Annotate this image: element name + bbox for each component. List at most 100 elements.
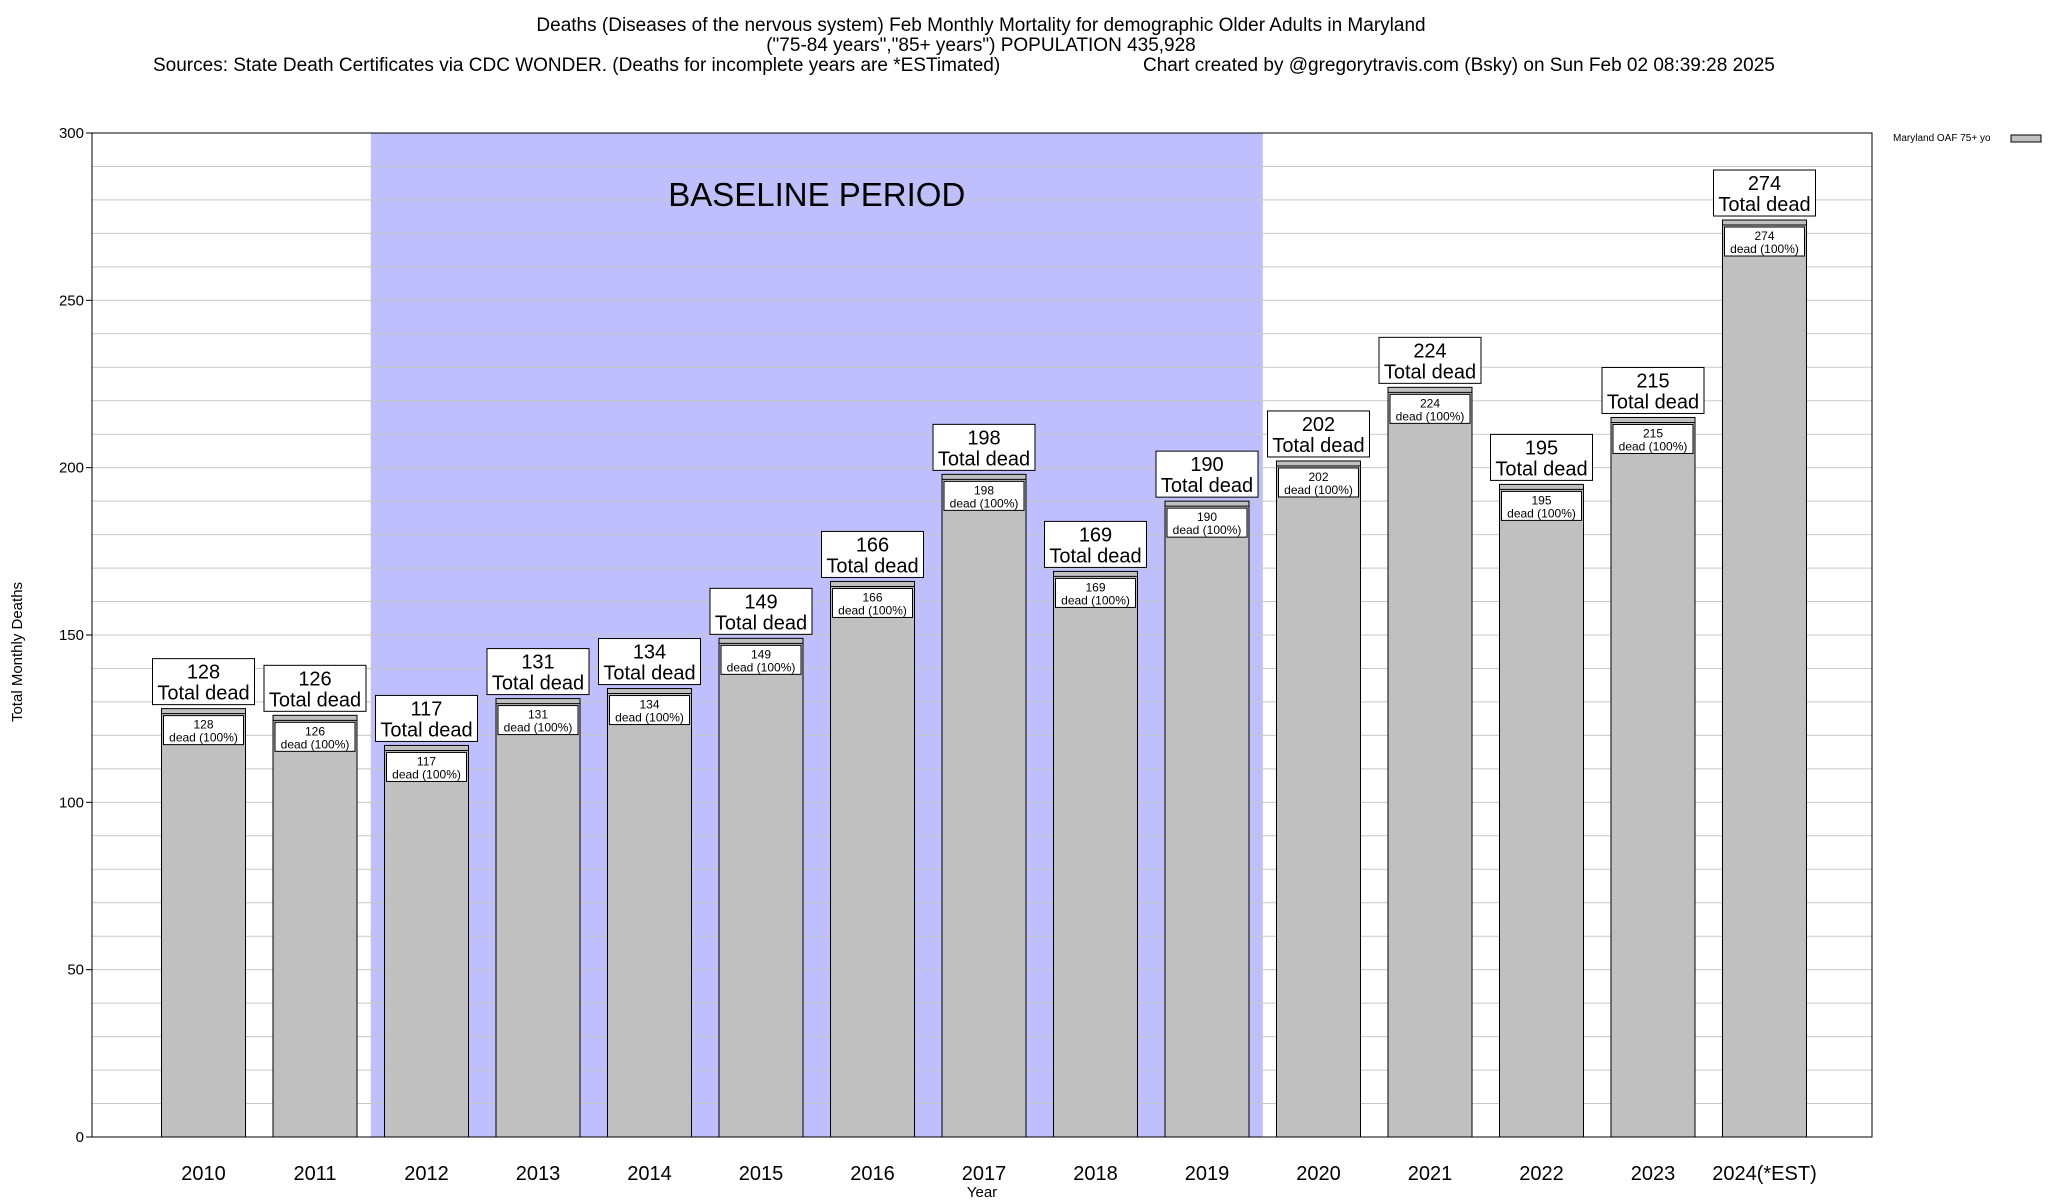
- x-tick-label: 2023: [1631, 1163, 1676, 1185]
- baseline-period-label: BASELINE PERIOD: [668, 176, 965, 213]
- bar: [830, 580, 915, 1138]
- total-label-box: [375, 694, 478, 742]
- inner-label-box: [720, 644, 802, 675]
- inner-label-box: [1389, 393, 1471, 424]
- inner-value-label: 131: [528, 708, 548, 722]
- bar-series: [161, 219, 1807, 1138]
- total-label-box: [709, 587, 813, 635]
- inner-label-box: [832, 587, 913, 618]
- legend: Maryland OAF 75+ yo: [1893, 133, 2042, 144]
- total-dead-label: Total dead: [380, 719, 472, 741]
- chart-subtitle: ("75-84 years","85+ years") POPULATION 4…: [766, 35, 1196, 56]
- legend-swatch: [2010, 134, 2042, 143]
- inner-label-box: [274, 721, 356, 752]
- y-tick-label: 300: [59, 125, 84, 142]
- inner-label-box: [497, 705, 579, 736]
- total-dead-label: Total dead: [938, 448, 1030, 470]
- inner-percent-label: dead (100%): [1284, 483, 1353, 497]
- total-dead-label: Total dead: [1384, 361, 1476, 383]
- axes: 0 50 100 150 200 250 300 2010 2011 2012 2013 2014 20…: [59, 125, 1817, 1185]
- bar: [1053, 570, 1138, 1138]
- inner-percent-label: dead (100%): [1619, 439, 1688, 453]
- x-tick-label: 2011: [293, 1163, 336, 1185]
- total-label-box: [821, 530, 924, 578]
- total-label-box: [486, 648, 590, 696]
- inner-value-label: 126: [305, 724, 325, 738]
- total-dead-label: Total dead: [1272, 435, 1364, 457]
- bar: [495, 698, 581, 1138]
- x-tick-label: 2012: [404, 1163, 449, 1185]
- total-value-label: 169: [1079, 524, 1112, 546]
- total-label-box: [152, 658, 255, 706]
- inner-value-label: 215: [1643, 426, 1663, 440]
- total-value-label: 190: [1190, 454, 1223, 476]
- y-tick-label: 200: [59, 460, 84, 477]
- bar: [161, 708, 246, 1138]
- inner-percent-label: dead (100%): [504, 721, 573, 735]
- chart-credit: Chart created by @gregorytravis.com (Bsk…: [1143, 55, 1775, 76]
- x-tick-label: 2022: [1519, 1163, 1564, 1185]
- inner-value-label: 169: [1085, 580, 1105, 594]
- inner-value-label: 195: [1531, 493, 1551, 507]
- inner-label-box: [609, 695, 690, 726]
- bar: [272, 714, 358, 1138]
- total-value-label: 131: [521, 652, 554, 674]
- y-tick-label: 0: [76, 1129, 84, 1146]
- total-dead-label: Total dead: [1495, 458, 1587, 480]
- total-value-label: 198: [967, 427, 1000, 449]
- x-tick-label: 2021: [1408, 1163, 1453, 1185]
- inner-value-label: 166: [862, 590, 882, 604]
- bar: [1722, 219, 1807, 1138]
- x-tick-label: 2017: [962, 1163, 1007, 1185]
- inner-label-box: [1724, 226, 1805, 257]
- total-label-box: [598, 638, 701, 686]
- inner-percent-label: dead (100%): [1061, 593, 1130, 607]
- x-tick-label: 2015: [739, 1163, 784, 1185]
- total-value-label: 166: [856, 534, 889, 556]
- total-dead-label: Total dead: [269, 689, 361, 711]
- bar: [718, 637, 804, 1138]
- inner-percent-label: dead (100%): [392, 767, 461, 781]
- total-value-label: 117: [411, 698, 443, 720]
- inner-percent-label: dead (100%): [950, 496, 1019, 510]
- y-tick-label: 150: [59, 627, 84, 644]
- total-dead-label: Total dead: [603, 663, 695, 685]
- bar: [1610, 416, 1696, 1138]
- x-tick-label: 2014: [627, 1163, 672, 1185]
- y-tick-label: 100: [59, 794, 84, 811]
- bar: [1387, 386, 1473, 1138]
- y-axis-title: Total Monthly Deaths: [9, 582, 26, 722]
- x-tick-label: 2020: [1296, 1163, 1341, 1185]
- x-tick-label: 2019: [1185, 1163, 1230, 1185]
- inner-percent-label: dead (100%): [727, 660, 796, 674]
- inner-value-label: 134: [639, 698, 659, 712]
- total-value-label: 149: [744, 591, 777, 613]
- x-tick-label: 2013: [516, 1163, 561, 1185]
- x-tick-label: 2016: [850, 1163, 895, 1185]
- inner-label-box: [163, 715, 244, 746]
- bar: [384, 744, 469, 1138]
- inner-value-label: 224: [1420, 396, 1440, 410]
- y-tick-label: 50: [67, 962, 84, 979]
- total-value-label: 274: [1748, 173, 1781, 195]
- bar: [1276, 460, 1361, 1138]
- x-axis-title: Year: [967, 1184, 997, 1200]
- total-label-box: [1713, 169, 1816, 217]
- total-label-box: [1378, 336, 1482, 384]
- total-dead-label: Total dead: [1049, 545, 1141, 567]
- bar: [941, 473, 1027, 1138]
- total-value-label: 224: [1413, 340, 1446, 362]
- total-value-label: 128: [187, 662, 220, 684]
- inner-label-box: [943, 480, 1025, 511]
- inner-value-label: 274: [1754, 229, 1774, 243]
- inner-percent-label: dead (100%): [281, 737, 350, 751]
- total-label-box: [1044, 520, 1147, 568]
- x-tick-label: 2010: [181, 1163, 226, 1185]
- chart-sources: Sources: State Death Certificates via CD…: [153, 55, 1000, 76]
- total-label-box: [1155, 450, 1259, 498]
- total-dead-label: Total dead: [1607, 391, 1699, 413]
- total-value-label: 126: [298, 668, 331, 690]
- total-label-box: [932, 423, 1036, 471]
- bar: [1164, 500, 1250, 1138]
